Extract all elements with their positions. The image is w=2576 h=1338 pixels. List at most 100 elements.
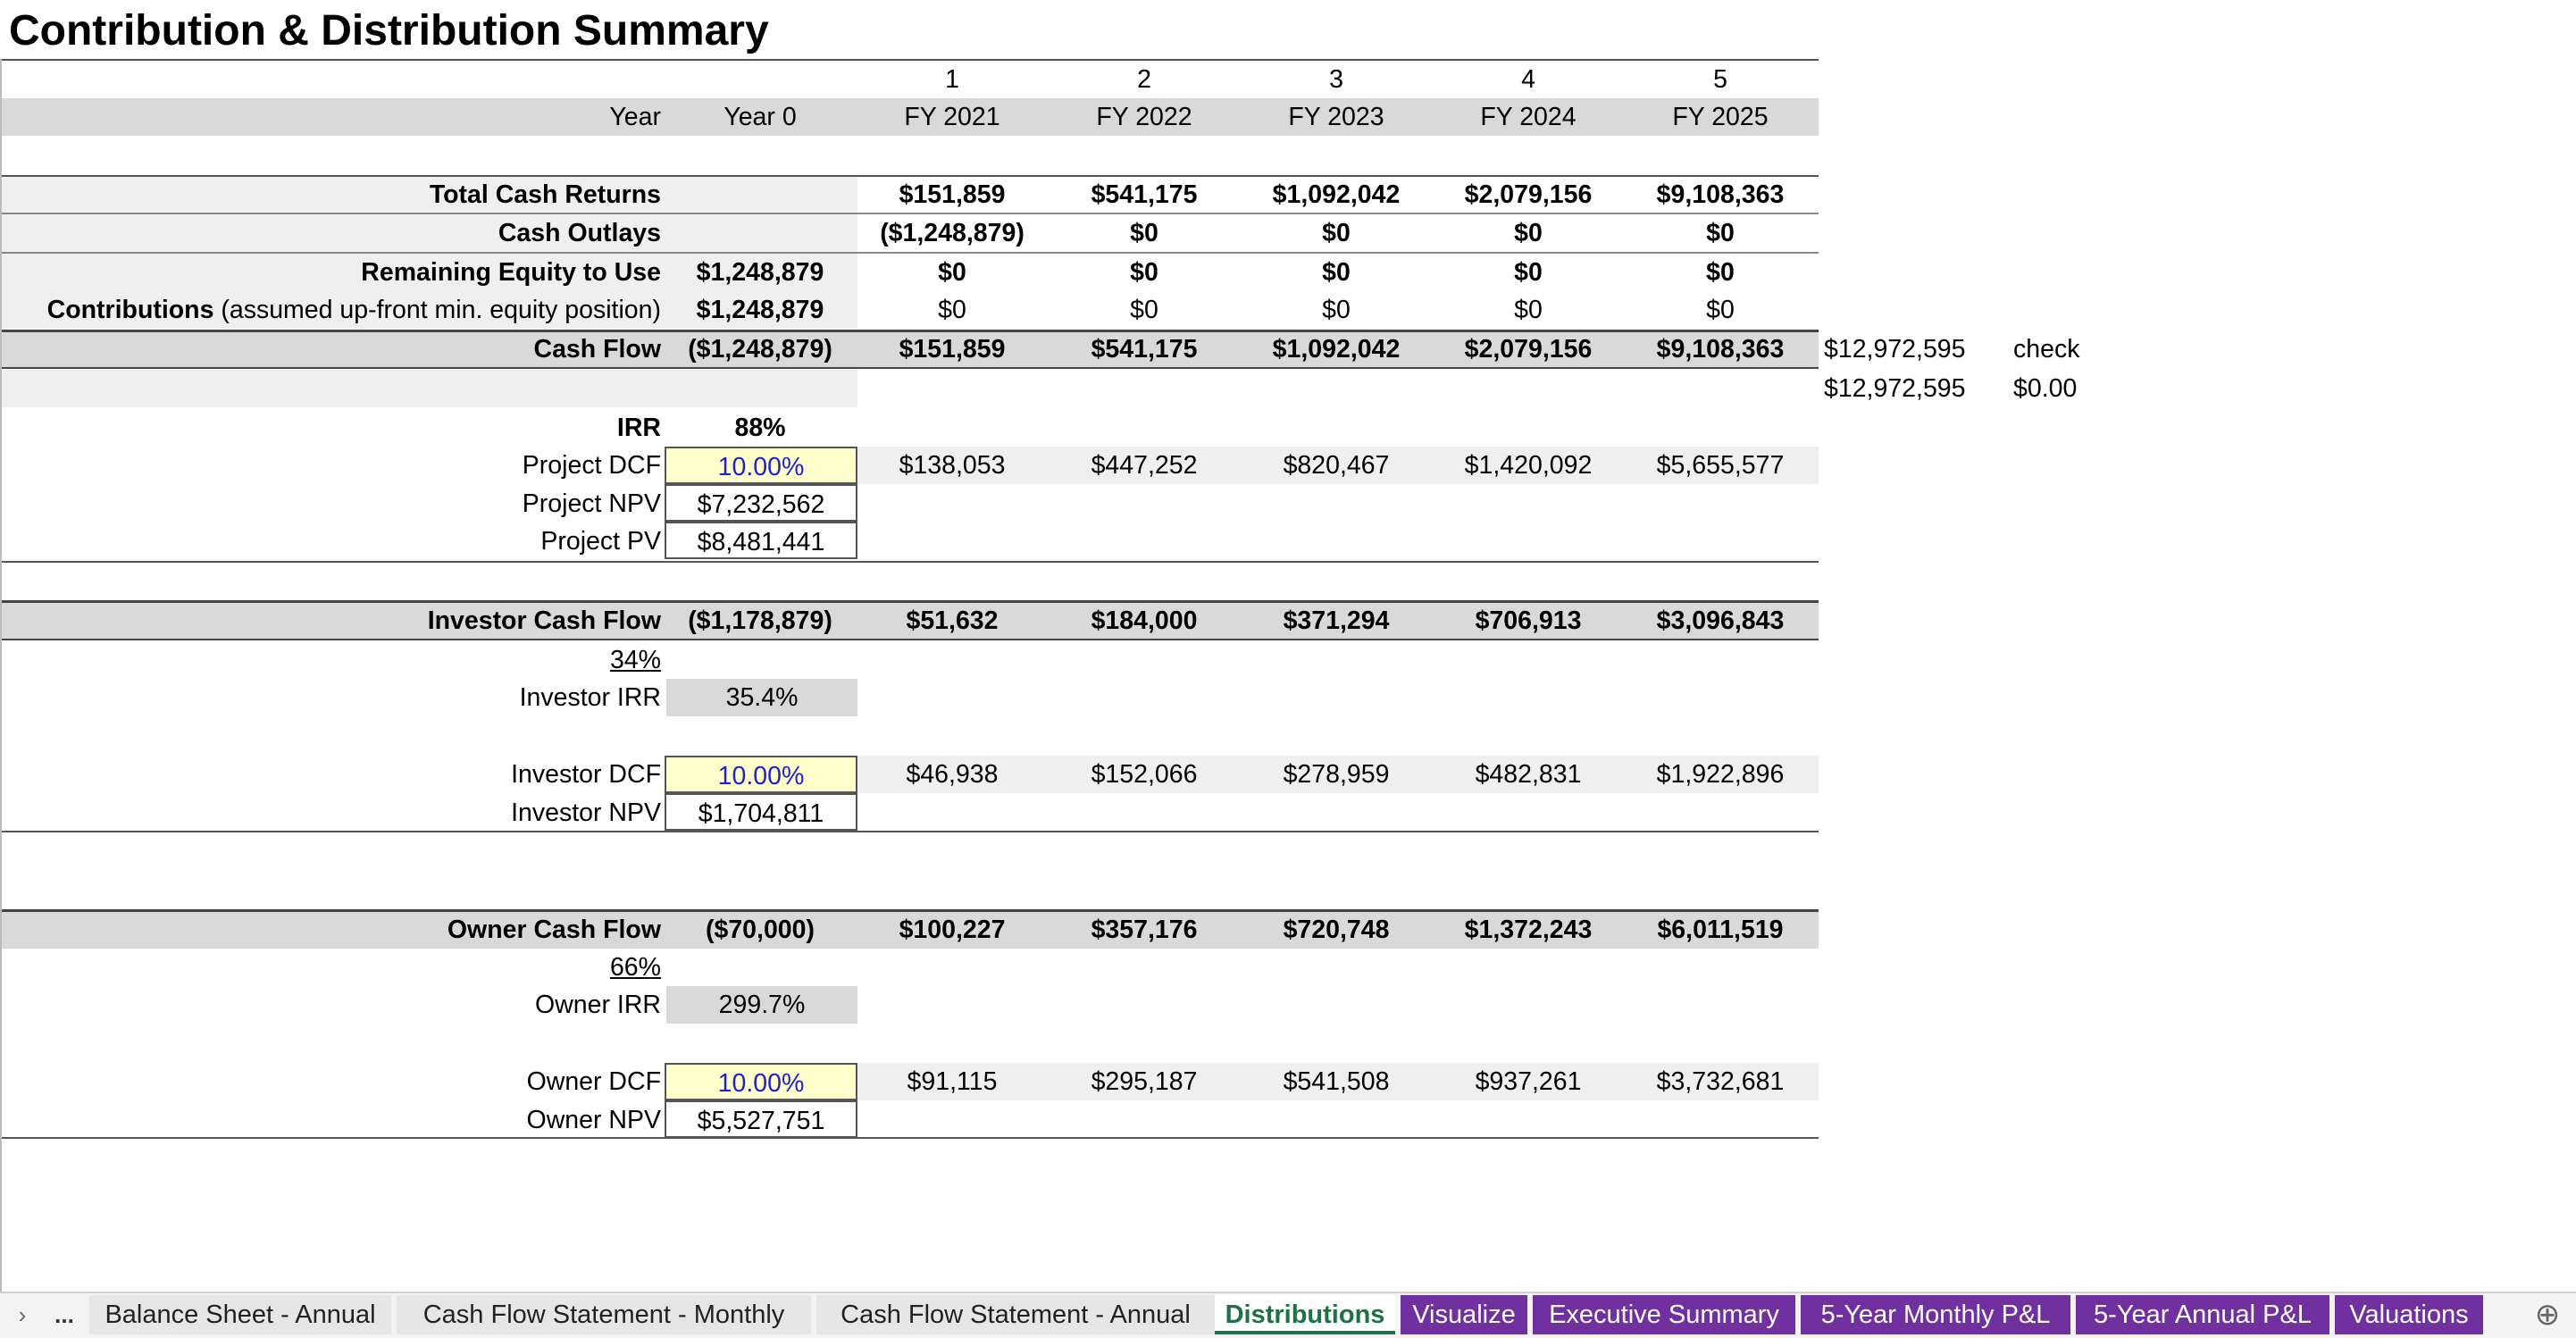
total-cash-returns-value[interactable]: $1,092,042 (1272, 180, 1401, 209)
investor-cash-flow-value[interactable]: $371,294 (1283, 606, 1390, 635)
owner-dcf-value[interactable]: $295,187 (1091, 1067, 1198, 1096)
tab-5-year-annual-pl[interactable]: 5-Year Annual P&L (2076, 1295, 2329, 1334)
investor-share[interactable]: 34% (0, 641, 661, 679)
total-cash-returns-value[interactable]: $2,079,156 (1464, 180, 1593, 209)
more-tabs-button[interactable]: ... (54, 1301, 74, 1328)
check-diff[interactable]: $0.00 (2013, 374, 2078, 403)
total-cash-returns-value[interactable]: $151,859 (899, 180, 1006, 209)
owner-dcf-value[interactable]: $3,732,681 (1656, 1067, 1785, 1096)
owner-cash-flow-value[interactable]: $6,011,519 (1657, 916, 1784, 944)
investor-cash-flow-value[interactable]: $3,096,843 (1656, 606, 1785, 635)
project-dcf-band (857, 447, 1819, 484)
tab-cash-flow-statement-monthly[interactable]: Cash Flow Statement - Monthly (397, 1295, 811, 1334)
cash-flow-year0[interactable]: ($1,248,879) (688, 335, 832, 364)
fiscal-year-header: FY 2022 (1096, 103, 1192, 131)
investor-irr-value[interactable]: 35.4% (666, 679, 857, 716)
investor-dcf-value[interactable]: $278,959 (1283, 760, 1390, 789)
header-band (0, 98, 1819, 136)
tab-valuations[interactable]: Valuations (2335, 1295, 2483, 1334)
remaining-equity-value[interactable]: $0 (1706, 258, 1735, 287)
owner-cash-flow-value[interactable]: $720,748 (1283, 916, 1390, 944)
period-number: 1 (945, 65, 959, 94)
spreadsheet-grid: Contribution & Distribution Summary 1 2 … (0, 7, 2079, 1292)
investor-cash-flow-value[interactable]: $184,000 (1091, 606, 1198, 635)
add-sheet-icon[interactable]: ⊕ (2534, 1298, 2561, 1332)
contributions-value[interactable]: $0 (1322, 296, 1351, 324)
scroll-tabs-left-icon[interactable]: › (18, 1301, 27, 1328)
year0-header: Year 0 (723, 103, 797, 131)
cash-flow-value[interactable]: $2,079,156 (1464, 335, 1593, 364)
contributions-label-note: (assumed up-front min. equity position) (213, 296, 661, 324)
investor-npv-label: Investor NPV (511, 799, 661, 827)
project-dcf-value[interactable]: $5,655,577 (1656, 451, 1785, 480)
owner-cash-flow-value[interactable]: $357,176 (1091, 916, 1198, 944)
owner-dcf-rate-input[interactable]: 10.00% (665, 1063, 857, 1100)
owner-npv-value[interactable]: $5,527,751 (665, 1100, 857, 1138)
contributions-value[interactable]: $0 (1130, 296, 1158, 324)
cash-outlays-value[interactable]: ($1,248,879) (880, 219, 1025, 247)
project-irr-value[interactable]: 88% (734, 414, 786, 442)
remaining-equity-value[interactable]: $0 (1130, 258, 1158, 287)
owner-cash-flow-label: Owner Cash Flow (447, 916, 661, 944)
investor-cf-band (0, 602, 1819, 640)
cash-outlays-value[interactable]: $0 (1130, 219, 1158, 247)
cash-outlays-value[interactable]: $0 (1322, 219, 1351, 247)
tab-visualize[interactable]: Visualize (1401, 1295, 1527, 1334)
contributions-value[interactable]: $0 (1514, 296, 1543, 324)
check-total[interactable]: $12,972,595 (1824, 374, 1966, 403)
remaining-equity-value[interactable]: $0 (938, 258, 966, 287)
cash-outlays-value[interactable]: $0 (1706, 219, 1735, 247)
investor-cash-flow-value[interactable]: $706,913 (1475, 606, 1582, 635)
cash-flow-label: Cash Flow (533, 335, 661, 364)
remaining-equity-value[interactable]: $0 (1322, 258, 1351, 287)
investor-dcf-value[interactable]: $482,831 (1475, 760, 1582, 789)
cash-flow-band (0, 330, 1819, 368)
owner-cash-flow-value[interactable]: $100,227 (899, 916, 1006, 944)
investor-dcf-value[interactable]: $1,922,896 (1656, 760, 1785, 789)
cash-flow-value[interactable]: $9,108,363 (1656, 335, 1785, 364)
owner-cash-flow-value[interactable]: $1,372,243 (1464, 916, 1593, 944)
project-dcf-value[interactable]: $447,252 (1091, 451, 1198, 480)
project-npv-value[interactable]: $7,232,562 (665, 484, 857, 522)
remaining-equity-year0[interactable]: $1,248,879 (696, 258, 824, 287)
tab-distributions[interactable]: Distributions (1215, 1295, 1395, 1334)
tab-5-year-monthly-pl[interactable]: 5-Year Monthly P&L (1801, 1295, 2070, 1334)
owner-cash-flow-year0[interactable]: ($70,000) (705, 916, 815, 944)
owner-dcf-value[interactable]: $541,508 (1283, 1067, 1390, 1096)
remaining-equity-value[interactable]: $0 (1514, 258, 1543, 287)
project-npv-label: Project NPV (522, 489, 661, 518)
cash-flow-value[interactable]: $1,092,042 (1272, 335, 1401, 364)
cash-flow-value[interactable]: $151,859 (899, 335, 1006, 364)
owner-share[interactable]: 66% (0, 949, 661, 986)
investor-dcf-band (857, 756, 1819, 793)
tab-balance-sheet-annual[interactable]: Balance Sheet - Annual (89, 1295, 391, 1334)
investor-dcf-value[interactable]: $46,938 (906, 760, 999, 789)
project-dcf-value[interactable]: $138,053 (899, 451, 1006, 480)
investor-cash-flow-year0[interactable]: ($1,178,879) (688, 606, 832, 635)
project-pv-value[interactable]: $8,481,441 (665, 522, 857, 559)
owner-irr-value[interactable]: 299.7% (666, 986, 857, 1024)
project-dcf-value[interactable]: $820,467 (1283, 451, 1390, 480)
contributions-value[interactable]: $0 (938, 296, 966, 324)
tab-cash-flow-statement-annual[interactable]: Cash Flow Statement - Annual (816, 1295, 1215, 1334)
total-cash-returns-value[interactable]: $9,108,363 (1656, 180, 1785, 209)
project-dcf-value[interactable]: $1,420,092 (1464, 451, 1593, 480)
cash-outlays-value[interactable]: $0 (1514, 219, 1543, 247)
project-dcf-rate-input[interactable]: 10.00% (665, 447, 857, 484)
tab-executive-summary[interactable]: Executive Summary (1533, 1295, 1795, 1334)
contributions-value[interactable]: $0 (1706, 296, 1735, 324)
investor-npv-value[interactable]: $1,704,811 (665, 793, 857, 831)
owner-cf-band (0, 911, 1819, 949)
cash-flow-value[interactable]: $541,175 (1091, 335, 1198, 364)
contributions-year0[interactable]: $1,248,879 (696, 296, 824, 324)
contributions-label-bold: Contributions (46, 296, 214, 324)
investor-dcf-rate-input[interactable]: 10.00% (665, 756, 857, 793)
period-number: 5 (1713, 65, 1727, 94)
owner-dcf-value[interactable]: $91,115 (907, 1067, 998, 1096)
investor-dcf-value[interactable]: $152,066 (1091, 760, 1198, 789)
owner-dcf-value[interactable]: $937,261 (1475, 1067, 1582, 1096)
investor-cash-flow-value[interactable]: $51,632 (906, 606, 999, 635)
total-cash-returns-value[interactable]: $541,175 (1091, 180, 1198, 209)
owner-irr-label: Owner IRR (535, 991, 661, 1019)
cash-flow-total[interactable]: $12,972,595 (1824, 335, 1966, 364)
